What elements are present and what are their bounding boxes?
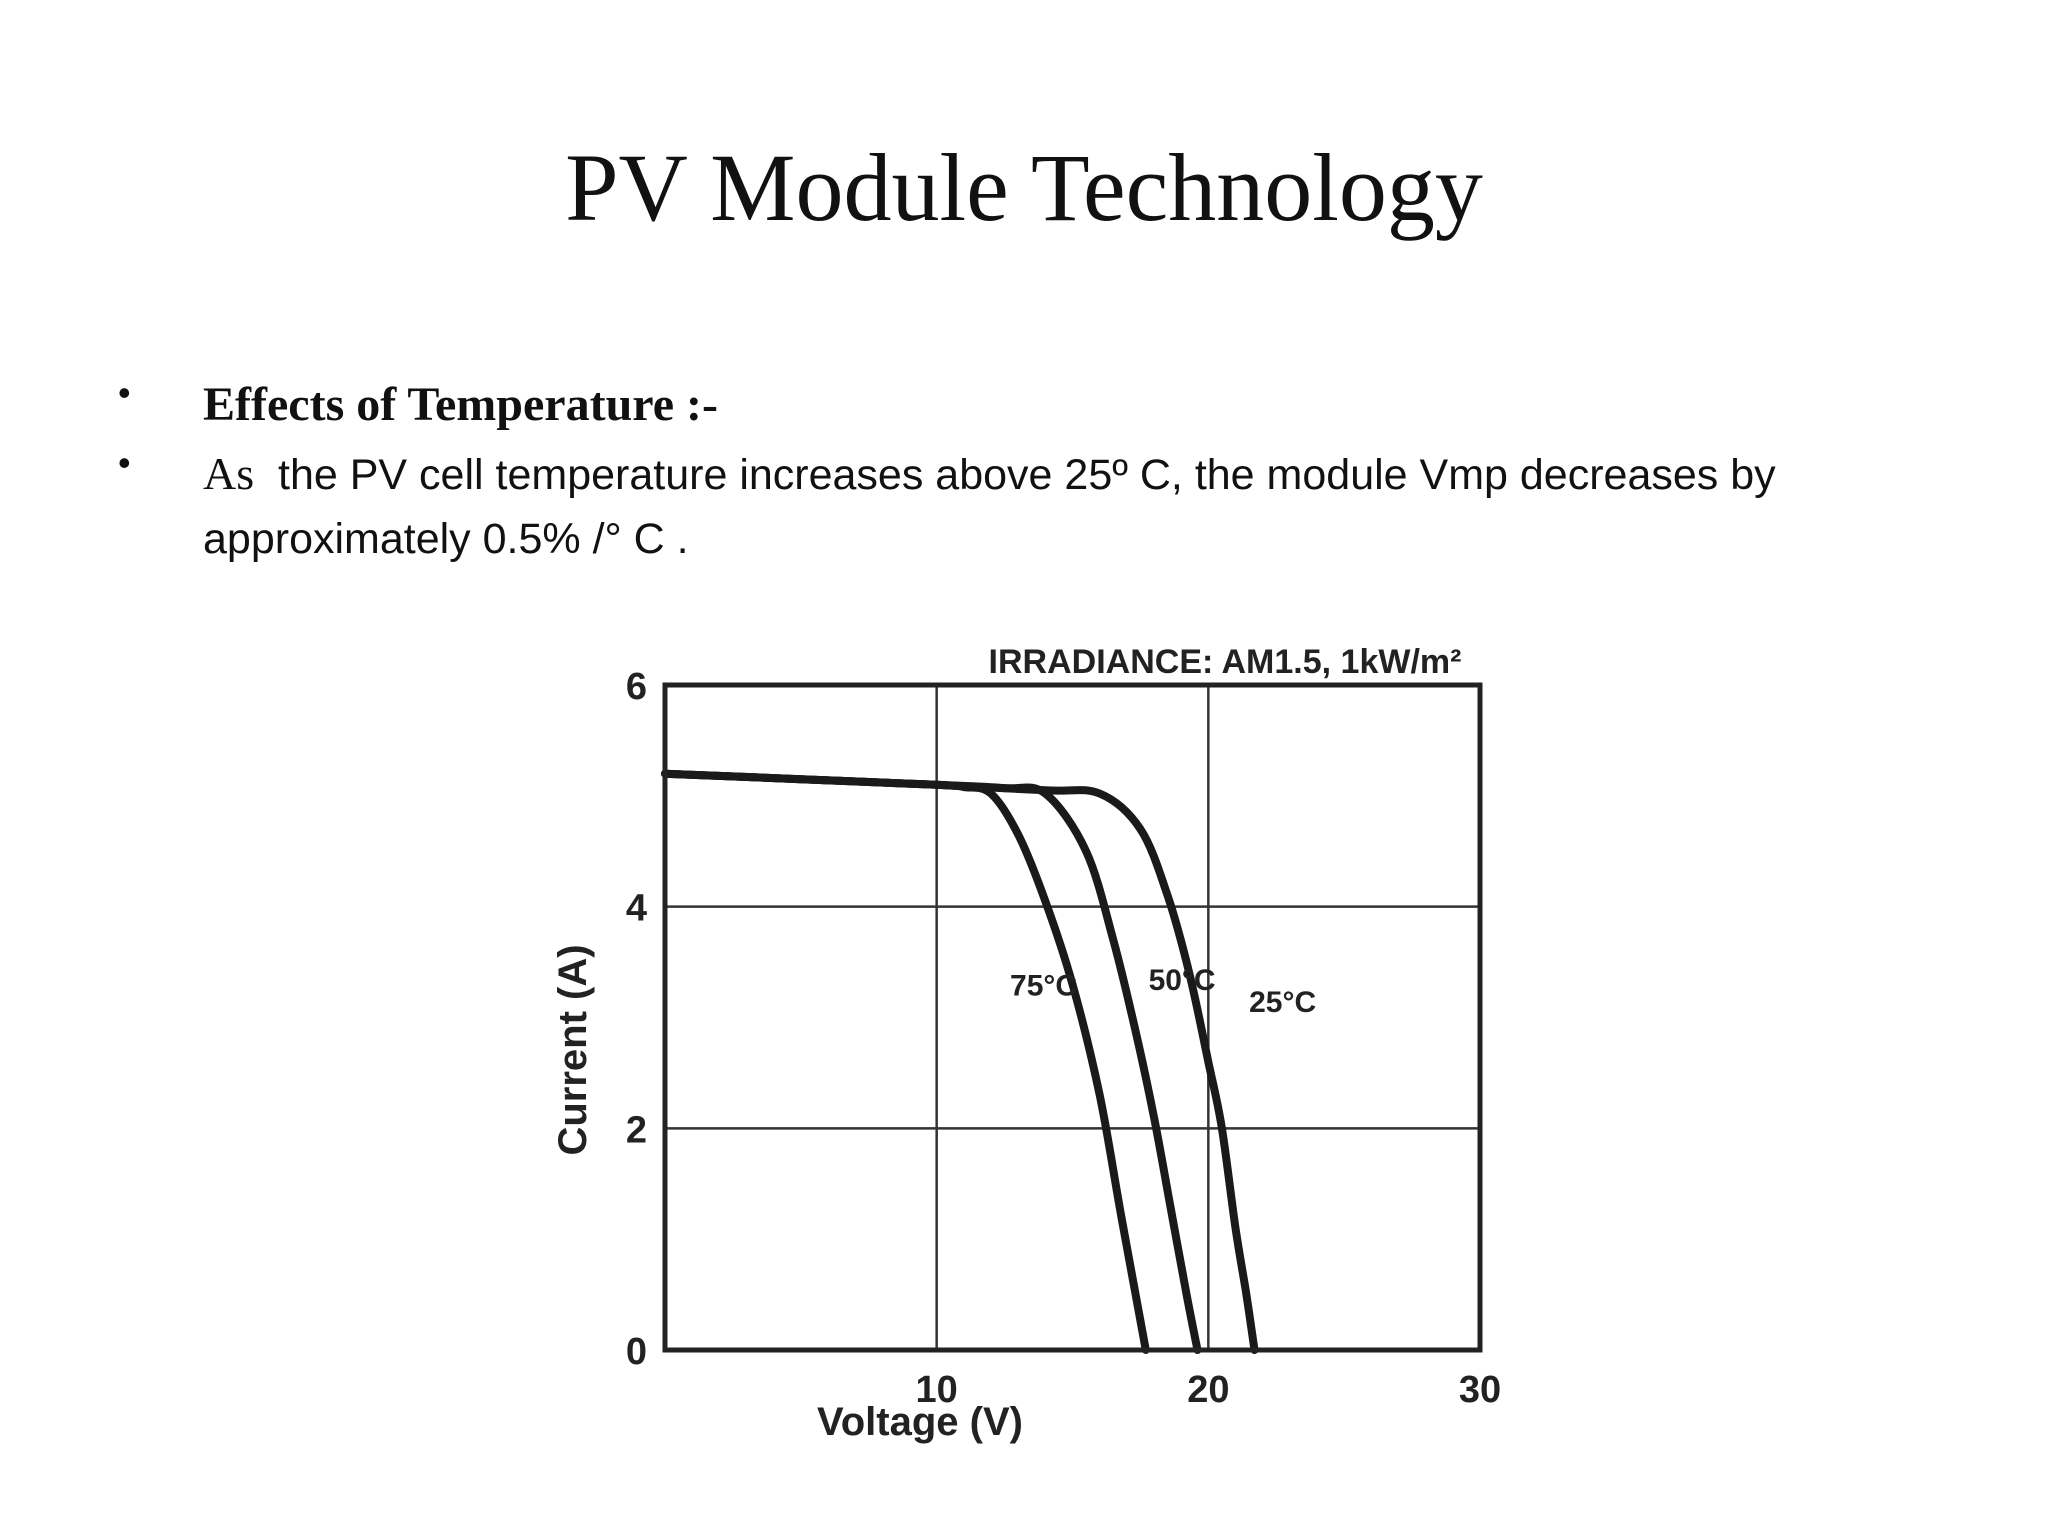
chart-title: IRRADIANCE: AM1.5, 1kW/m² xyxy=(989,643,1462,681)
x-tick-label: 30 xyxy=(1459,1369,1501,1411)
chart-curves xyxy=(661,769,1259,1354)
series-curve xyxy=(661,769,1150,1354)
plot-frame xyxy=(662,682,1483,1353)
series-label: 25°C xyxy=(1249,986,1316,1019)
bullet-heading: Effects of Temperature :- xyxy=(203,378,718,431)
y-tick-label: 2 xyxy=(626,1109,647,1151)
bullet-list: • Effects of Temperature :- • As the PV … xyxy=(118,372,1978,571)
bullet-item: • Effects of Temperature :- xyxy=(118,372,1978,438)
y-tick-label: 4 xyxy=(626,888,647,930)
chart-grid xyxy=(665,685,1480,1350)
bullet-item: • As the PV cell temperature increases a… xyxy=(118,442,1978,571)
x-tick-label: 20 xyxy=(1187,1369,1229,1411)
y-axis-label: Current (A) xyxy=(551,944,595,1155)
bullet-body-text: the PV cell temperature increases above … xyxy=(203,451,1776,563)
x-axis-label: Voltage (V) xyxy=(817,1400,1023,1444)
series-label: 50°C xyxy=(1149,964,1216,997)
series-curve xyxy=(661,769,1202,1354)
y-tick-label: 6 xyxy=(626,666,647,708)
iv-curve-chart: 10 20 30 0 2 4 6 IRRADIANCE: AM1.5, 1kW/m² Vol… xyxy=(551,643,1501,1444)
chart-ticks: 10 20 30 0 2 4 6 xyxy=(626,666,1501,1411)
y-tick-label: 0 xyxy=(626,1331,647,1373)
bullet-marker: • xyxy=(118,442,131,483)
bullet-lead-word: As xyxy=(203,448,255,499)
series-curve xyxy=(661,769,1259,1354)
bullet-body: As the PV cell temperature increases abo… xyxy=(203,442,1978,571)
series-label: 75°C xyxy=(1010,969,1077,1002)
chart-labels: IRRADIANCE: AM1.5, 1kW/m² Voltage (V) Cu… xyxy=(551,643,1461,1444)
slide-title: PV Module Technology xyxy=(565,134,1483,241)
x-tick-label: 10 xyxy=(916,1369,958,1411)
bullet-marker: • xyxy=(118,372,131,413)
